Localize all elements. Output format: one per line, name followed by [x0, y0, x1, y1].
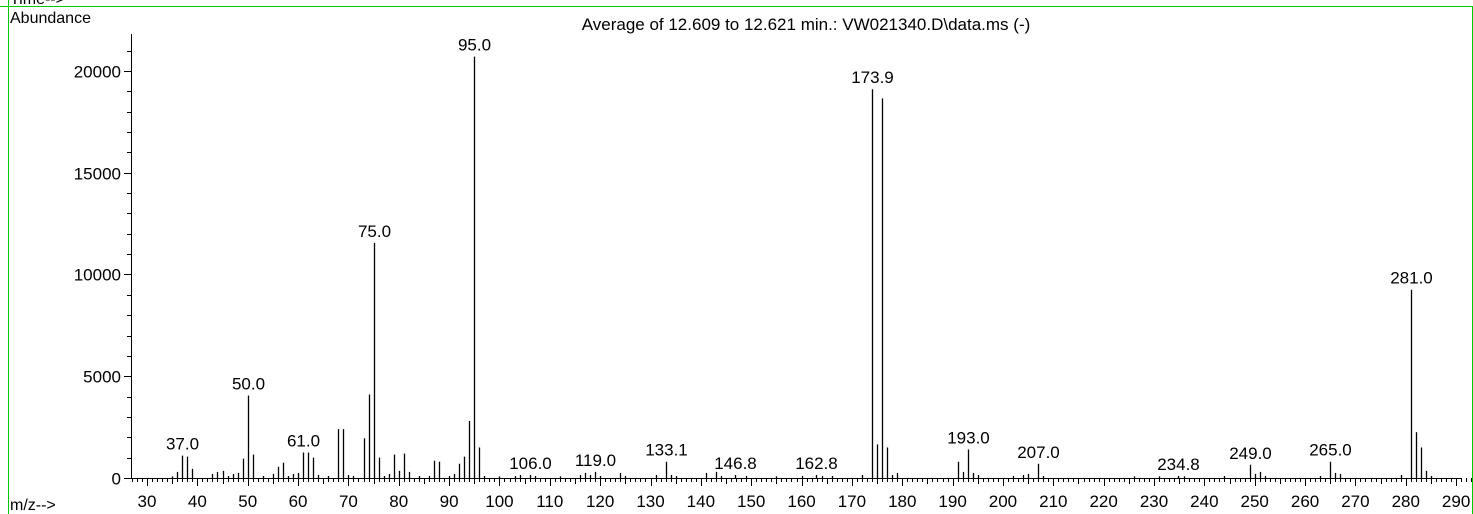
peak-label: 234.8	[1157, 455, 1200, 474]
time-axis-label: Time-->	[10, 0, 65, 8]
x-tick-label: 30	[138, 492, 157, 511]
peak-labels: 37.0 50.0 61.0 75.0 95.0 106.0 119.0 133.1 146.8…	[166, 36, 1433, 474]
x-tick-label: 210	[1039, 492, 1067, 511]
x-tick-label: 220	[1089, 492, 1117, 511]
peak-label: 75.0	[358, 222, 391, 241]
peak-bars	[171, 56, 1433, 478]
x-tick-label: 270	[1341, 492, 1369, 511]
peak-label: 37.0	[166, 435, 199, 454]
x-tick-label: 290	[1442, 492, 1470, 511]
x-tick-label: 60	[289, 492, 308, 511]
x-tick-label: 200	[989, 492, 1017, 511]
chart-title: Average of 12.609 to 12.621 min.: VW0213…	[582, 15, 1031, 34]
peak-label: 162.8	[795, 454, 838, 473]
y-axis-title: Abundance	[10, 10, 91, 27]
x-ticks: 30 40 50 60 70 80 90 100 110 120 130 140 150 160 170 18…	[132, 478, 1472, 511]
x-tick-label: 70	[339, 492, 358, 511]
peak-label: 281.0	[1390, 269, 1433, 288]
peak-label: 50.0	[232, 375, 265, 394]
peak-label: 249.0	[1229, 444, 1272, 463]
x-tick-label: 120	[586, 492, 614, 511]
peak-label: 146.8	[714, 454, 757, 473]
x-tick-label: 50	[238, 492, 257, 511]
x-tick-label: 190	[938, 492, 966, 511]
y-tick-label: 0	[112, 470, 121, 489]
peak-label: 173.9	[851, 68, 894, 87]
y-tick-label: 5000	[83, 368, 121, 387]
y-ticks: 0 5000 10000 15000 20000	[74, 51, 131, 489]
peak-label: 119.0	[575, 451, 616, 470]
peak-label: 265.0	[1309, 441, 1352, 460]
x-axis-title: m/z-->	[10, 497, 56, 514]
x-tick-label: 180	[888, 492, 916, 511]
x-tick-label: 230	[1140, 492, 1168, 511]
x-tick-label: 260	[1291, 492, 1319, 511]
x-tick-label: 280	[1392, 492, 1420, 511]
y-tick-label: 20000	[74, 63, 121, 82]
peak-label: 95.0	[458, 36, 491, 55]
x-tick-label: 90	[440, 492, 459, 511]
x-tick-label: 40	[188, 492, 207, 511]
x-tick-label: 110	[536, 492, 563, 511]
x-tick-label: 160	[787, 492, 815, 511]
y-tick-label: 10000	[74, 266, 121, 285]
peak-label: 193.0	[947, 429, 990, 448]
peak-label: 207.0	[1017, 443, 1060, 462]
peak-label: 133.1	[645, 441, 688, 460]
x-tick-label: 240	[1190, 492, 1218, 511]
x-tick-label: 130	[636, 492, 664, 511]
x-tick-label: 250	[1241, 492, 1269, 511]
x-tick-label: 170	[838, 492, 866, 511]
peak-label: 61.0	[287, 432, 320, 451]
peak-label: 106.0	[509, 454, 552, 473]
y-tick-label: 15000	[74, 165, 121, 184]
x-tick-label: 150	[737, 492, 765, 511]
x-tick-label: 100	[485, 492, 513, 511]
x-tick-label: 80	[389, 492, 408, 511]
x-tick-label: 140	[687, 492, 715, 511]
